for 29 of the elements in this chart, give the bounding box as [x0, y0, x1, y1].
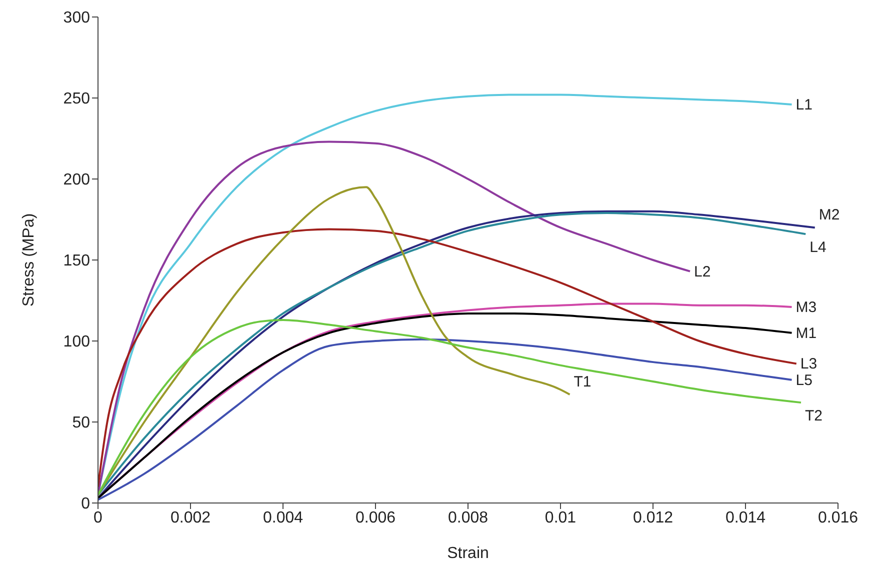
x-tick-label: 0.006	[355, 509, 396, 526]
series-label: M1	[796, 324, 817, 342]
x-tick-label: 0.012	[632, 509, 674, 526]
series-label: L3	[800, 356, 818, 373]
series-label: L1	[796, 96, 812, 114]
x-tick-label: 0.01	[544, 509, 576, 526]
x-tick-label: 0	[94, 509, 103, 526]
series-label: M2	[818, 206, 840, 224]
y-tick-label: 150	[63, 252, 90, 270]
y-tick-label: 100	[63, 334, 90, 351]
series-label: T1	[574, 373, 592, 390]
series-label: T2	[805, 408, 823, 425]
series-label: L2	[694, 263, 711, 280]
y-axis-title: Stress (MPa)	[20, 213, 38, 307]
y-tick-label: 50	[72, 414, 90, 432]
y-tick-label: 250	[63, 90, 90, 108]
y-tick-label: 300	[63, 10, 90, 27]
x-tick-label: 0.016	[818, 509, 858, 526]
y-tick-label: 0	[81, 496, 90, 513]
x-tick-label: 0.008	[448, 509, 488, 526]
series-label: M3	[796, 298, 817, 316]
series-label: L5	[796, 372, 812, 389]
line-series	[98, 186, 571, 496]
series-label: L4	[810, 239, 826, 256]
y-tick-label: 200	[63, 172, 90, 189]
x-tick-label: 0.014	[725, 509, 766, 526]
x-tick-label: 0.002	[170, 509, 211, 526]
x-axis-title: Strain	[447, 545, 489, 562]
x-tick-label: 0.004	[262, 509, 304, 526]
